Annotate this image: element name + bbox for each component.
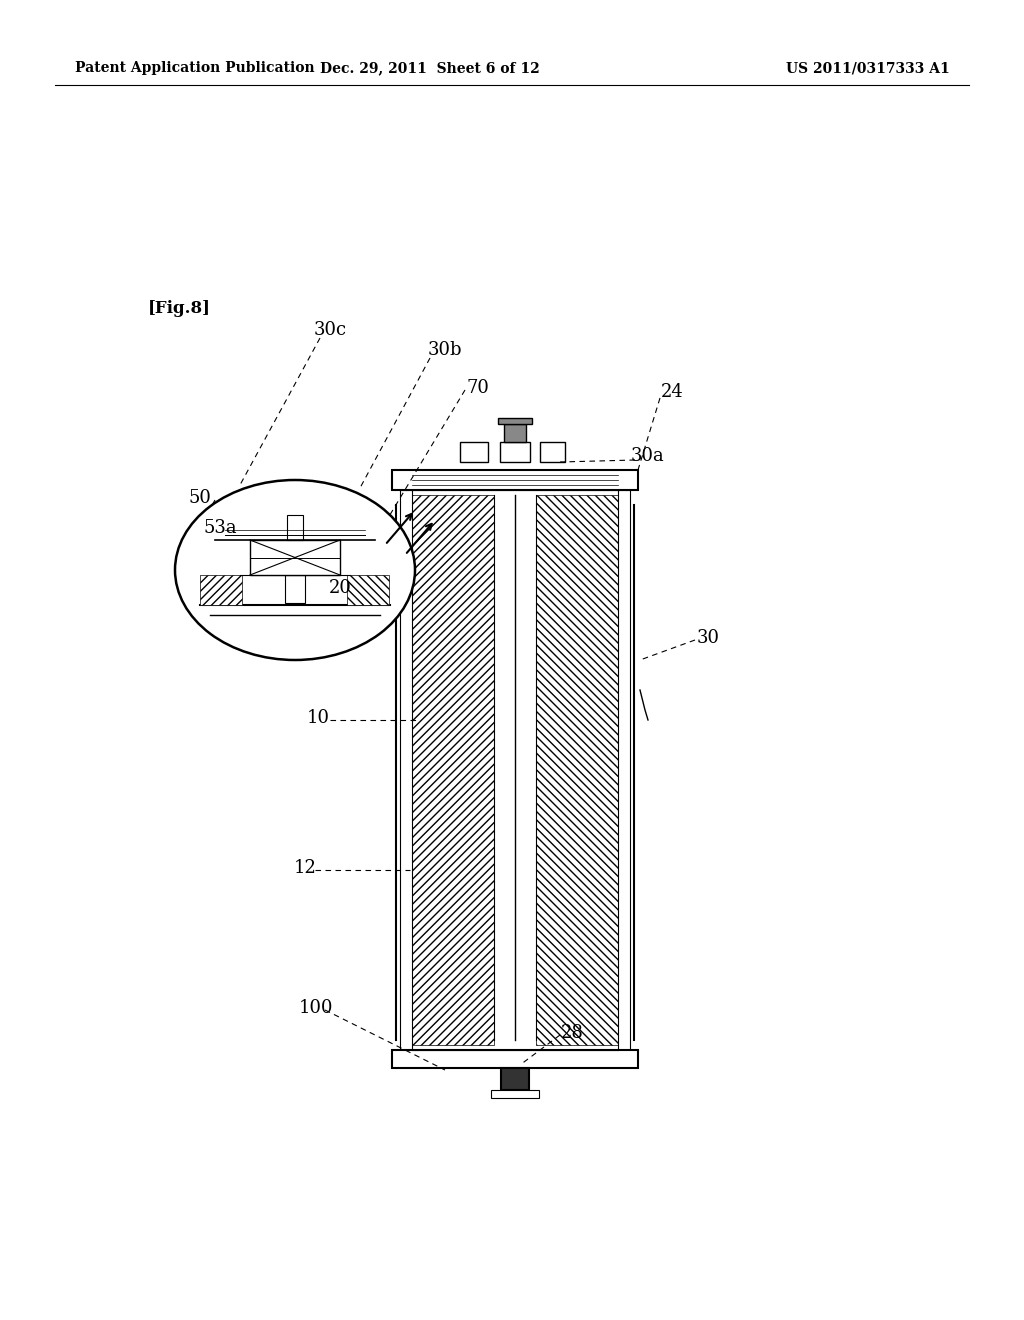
Text: 30c: 30c: [313, 321, 346, 339]
Bar: [490, 1090, 539, 1098]
Bar: [412, 495, 494, 1045]
Bar: [392, 1049, 638, 1068]
Text: Patent Application Publication: Patent Application Publication: [75, 61, 314, 75]
Text: 12: 12: [294, 859, 316, 876]
Text: 30: 30: [696, 630, 720, 647]
Text: 50: 50: [188, 488, 211, 507]
Text: 30b: 30b: [428, 341, 462, 359]
Text: 70: 70: [467, 379, 489, 397]
Text: 10: 10: [306, 709, 330, 727]
Bar: [540, 442, 565, 462]
Bar: [536, 495, 618, 1045]
Text: 20: 20: [329, 579, 351, 597]
Bar: [504, 424, 526, 442]
Bar: [250, 540, 340, 576]
Bar: [200, 576, 242, 605]
Bar: [285, 576, 305, 603]
Text: 30a: 30a: [631, 447, 665, 465]
Text: 28: 28: [560, 1024, 584, 1041]
Text: [Fig.8]: [Fig.8]: [148, 300, 211, 317]
Bar: [392, 470, 638, 490]
Text: Dec. 29, 2011  Sheet 6 of 12: Dec. 29, 2011 Sheet 6 of 12: [321, 61, 540, 75]
Text: US 2011/0317333 A1: US 2011/0317333 A1: [786, 61, 950, 75]
Bar: [400, 490, 412, 1049]
Bar: [618, 490, 630, 1049]
Ellipse shape: [175, 480, 415, 660]
Bar: [347, 576, 389, 605]
Text: 100: 100: [299, 999, 333, 1016]
Bar: [501, 1068, 529, 1090]
Bar: [498, 418, 532, 424]
Bar: [500, 442, 530, 462]
Text: 24: 24: [660, 383, 683, 401]
Text: 53a: 53a: [203, 519, 237, 537]
Bar: [287, 515, 303, 540]
Bar: [460, 442, 488, 462]
